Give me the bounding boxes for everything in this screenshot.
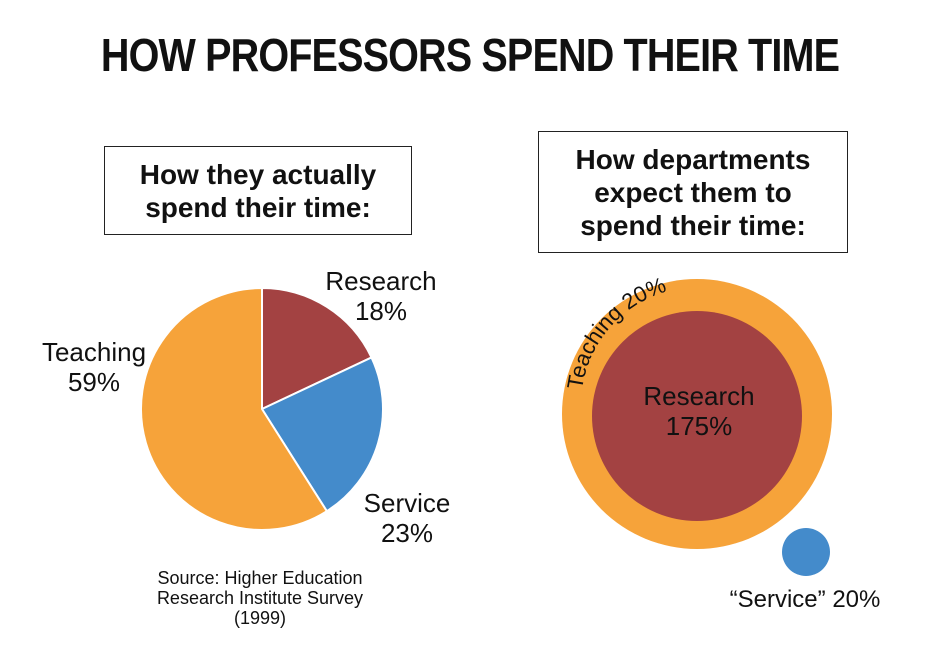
service-small-circle	[782, 528, 830, 576]
actual-time-heading-box: How they actually spend their time:	[104, 146, 412, 235]
source-line-3: (1999)	[233, 608, 287, 628]
pie-label-research-name: Research	[325, 266, 437, 296]
expected-heading-line-1: How departments	[575, 143, 811, 175]
actual-heading-line-2: spend their time:	[145, 191, 371, 223]
actual-heading-line-1: How they actually	[139, 158, 377, 190]
expected-label-research: Research 175%	[600, 381, 798, 441]
source-line-2: Research Institute Survey	[156, 588, 364, 608]
expected-time-heading-box: How departments expect them to spend the…	[538, 131, 848, 253]
expected-label-service-value: 20%	[832, 586, 881, 613]
pie-label-service: Service 23%	[334, 488, 480, 548]
pie-label-teaching-value: 59%	[67, 367, 121, 397]
pie-label-service-value: 23%	[380, 518, 434, 548]
expected-label-service: “Service” 20%	[700, 585, 910, 615]
expected-heading-line-2: expect them to	[594, 176, 792, 208]
pie-label-research-value: 18%	[354, 296, 408, 326]
source-note: Source: Higher Education Research Instit…	[120, 568, 400, 628]
expected-heading-line-3: spend their time:	[580, 209, 806, 241]
pie-label-teaching: Teaching 59%	[20, 337, 168, 397]
main-title: HOW PROFESSORS SPEND THEIR TIME	[100, 29, 840, 81]
pie-slice-teaching	[140, 286, 329, 531]
source-line-1: Source: Higher Education	[157, 568, 363, 588]
pie-label-teaching-name: Teaching	[41, 337, 147, 367]
expected-label-research-value: 175%	[665, 411, 733, 441]
pie-slice-service	[260, 356, 384, 513]
pie-label-research: Research 18%	[308, 266, 454, 326]
expected-label-research-name: Research	[643, 381, 755, 411]
pie-slice-research	[261, 286, 373, 411]
pie-label-service-name: Service	[363, 488, 451, 518]
research-inner-circle	[592, 311, 802, 521]
actual-time-pie-chart	[140, 286, 384, 531]
expected-label-service-name: “Service”	[729, 586, 826, 613]
